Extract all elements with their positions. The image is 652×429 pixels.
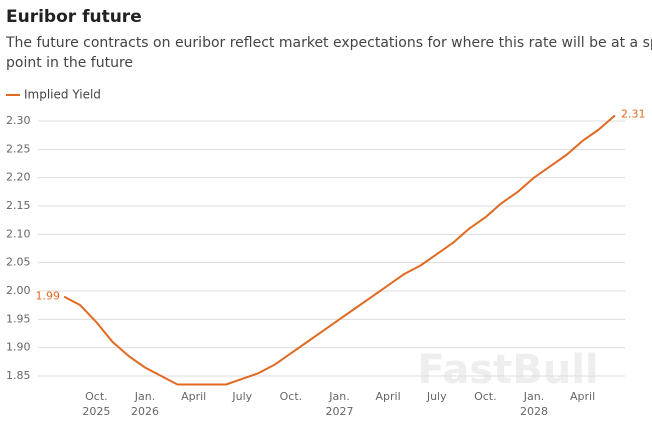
x-tick-year: 2025: [82, 405, 110, 418]
y-tick-label: 2.10: [6, 227, 31, 240]
y-tick-label: 1.85: [6, 369, 31, 382]
x-tick-year: 2026: [131, 405, 159, 418]
x-tick-year: 2028: [520, 405, 548, 418]
x-tick-label: July: [231, 390, 252, 403]
x-tick-label: Jan.: [134, 390, 155, 403]
data-label: 1.99: [36, 290, 61, 303]
y-tick-label: 2.05: [6, 256, 31, 269]
y-tick-label: 2.00: [6, 284, 31, 297]
x-tick-label: Oct.: [280, 390, 303, 403]
legend-label: Implied Yield: [24, 88, 101, 102]
watermark: FastBull: [417, 347, 598, 393]
data-label: 2.31: [621, 107, 646, 120]
chart-subtitle: The future contracts on euribor reflect …: [5, 35, 652, 51]
x-tick-label: April: [570, 390, 595, 403]
y-tick-label: 2.20: [6, 171, 31, 184]
x-tick-label: Oct.: [474, 390, 497, 403]
chart-subtitle: point in the future: [6, 55, 133, 71]
y-tick-label: 2.15: [6, 199, 31, 212]
x-tick-label: April: [376, 390, 401, 403]
x-tick-label: April: [181, 390, 206, 403]
y-tick-label: 2.25: [6, 142, 31, 155]
chart-title: Euribor future: [6, 7, 142, 27]
y-tick-label: 1.95: [6, 312, 31, 325]
x-tick-label: Jan.: [328, 390, 349, 403]
x-tick-label: Oct.: [85, 390, 108, 403]
x-tick-year: 2027: [326, 405, 354, 418]
x-tick-label: Jan.: [523, 390, 544, 403]
x-tick-label: July: [426, 390, 447, 403]
series-line: [63, 114, 616, 386]
y-tick-label: 1.90: [6, 341, 31, 354]
y-tick-label: 2.30: [6, 114, 31, 127]
